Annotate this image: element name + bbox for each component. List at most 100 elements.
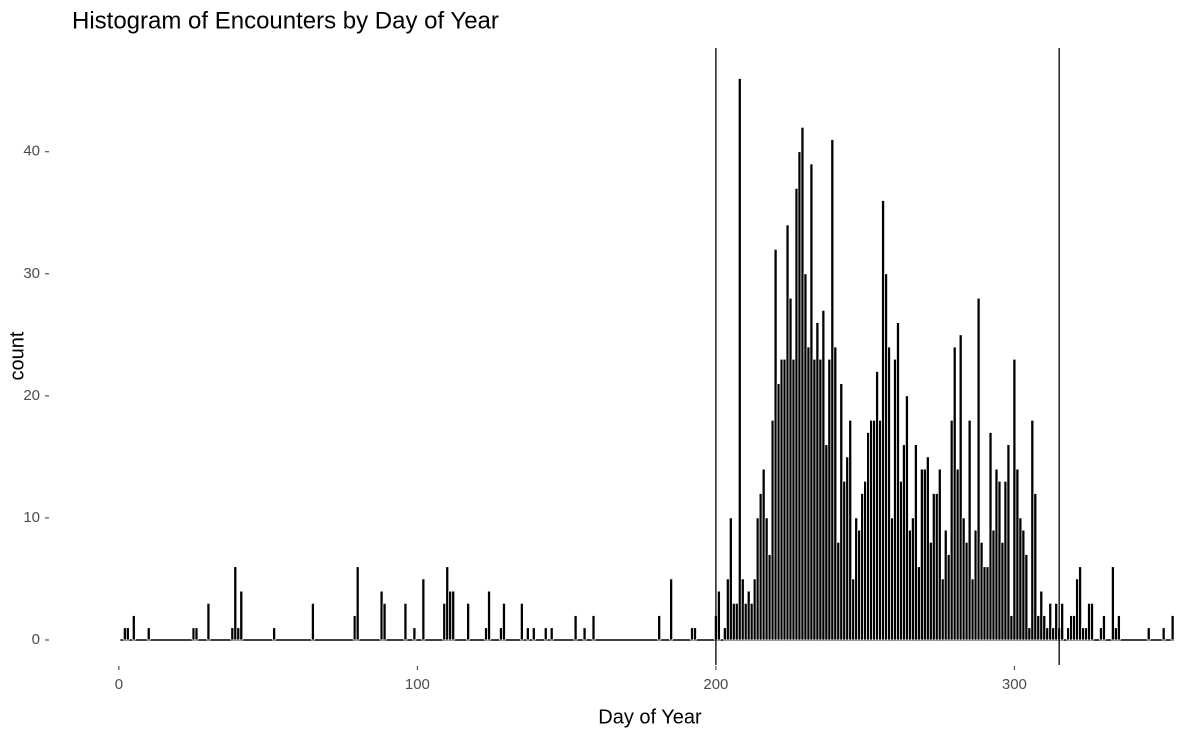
- bar: [206, 603, 211, 641]
- bar: [717, 590, 721, 641]
- bar: [1012, 358, 1017, 641]
- bar: [499, 627, 503, 641]
- y-tick-label: 10: [23, 509, 40, 526]
- bar: [812, 358, 817, 641]
- bar: [818, 358, 823, 641]
- bar: [1015, 468, 1020, 641]
- bar: [487, 590, 491, 641]
- bar: [549, 627, 554, 641]
- bar: [931, 493, 936, 641]
- bar: [839, 383, 844, 641]
- bar: [1033, 493, 1038, 641]
- bar: [531, 627, 536, 641]
- bar: [1066, 627, 1070, 641]
- bar: [884, 273, 888, 641]
- bar: [743, 603, 748, 641]
- bar: [731, 603, 736, 641]
- bar: [1024, 554, 1029, 641]
- bar: [591, 615, 596, 641]
- bar: [740, 578, 745, 641]
- bar: [982, 566, 987, 641]
- bar: [1078, 566, 1082, 641]
- bar: [1027, 627, 1032, 641]
- bar: [788, 297, 793, 641]
- bar: [979, 541, 984, 641]
- bar: [1030, 419, 1035, 641]
- bar: [1146, 627, 1151, 641]
- bar: [952, 346, 957, 641]
- bar: [442, 603, 447, 641]
- bar: [382, 603, 387, 641]
- bar: [573, 615, 578, 641]
- bar: [848, 419, 853, 641]
- bar: [1075, 578, 1079, 641]
- bar: [1006, 444, 1011, 641]
- bar: [866, 432, 870, 641]
- bar: [421, 578, 426, 641]
- bar: [194, 627, 199, 641]
- x-tick-label: 300: [1002, 676, 1027, 693]
- bar: [779, 358, 784, 641]
- bar: [723, 627, 727, 641]
- bar: [1060, 603, 1065, 641]
- bar: [949, 419, 954, 641]
- bar: [1072, 615, 1076, 641]
- bar: [899, 480, 903, 641]
- bar: [466, 603, 470, 641]
- bar: [1054, 603, 1059, 641]
- bar: [908, 529, 912, 641]
- bar: [890, 517, 894, 641]
- bar: [764, 517, 769, 641]
- bar: [994, 468, 999, 641]
- bar: [937, 468, 942, 641]
- bar: [755, 517, 760, 641]
- bar: [239, 590, 244, 641]
- bar: [746, 590, 751, 641]
- bar: [761, 468, 766, 641]
- bar: [827, 358, 832, 641]
- bar: [881, 200, 885, 641]
- bar: [973, 529, 978, 641]
- bar: [1111, 566, 1115, 641]
- bar: [920, 468, 924, 641]
- bar: [502, 603, 506, 641]
- bar: [923, 468, 927, 641]
- bar: [851, 578, 856, 641]
- bar: [734, 603, 739, 641]
- bar: [794, 188, 799, 641]
- bar: [749, 603, 754, 641]
- bar: [770, 419, 775, 641]
- bar: [752, 578, 757, 641]
- bar: [412, 627, 417, 641]
- bar: [1081, 627, 1085, 641]
- bar: [824, 444, 829, 641]
- bar: [525, 627, 530, 641]
- bar: [669, 578, 673, 641]
- bar: [773, 249, 778, 641]
- bar: [311, 603, 315, 641]
- bar: [125, 627, 130, 641]
- bar: [997, 480, 1002, 641]
- bar: [872, 419, 876, 641]
- chart-title: Histogram of Encounters by Day of Year: [72, 7, 499, 34]
- bar: [191, 627, 196, 641]
- bar: [940, 578, 945, 641]
- bar: [869, 419, 873, 641]
- bar: [758, 493, 763, 641]
- bar: [693, 627, 697, 641]
- bar: [776, 383, 781, 641]
- bar: [842, 480, 847, 641]
- y-tick-label: 40: [23, 143, 40, 160]
- bar: [728, 517, 733, 641]
- bar: [860, 493, 865, 641]
- bar: [797, 151, 802, 641]
- bar: [146, 627, 151, 641]
- bar: [967, 419, 972, 641]
- bar: [985, 566, 990, 641]
- bar: [782, 358, 787, 641]
- bar: [976, 297, 981, 641]
- bar: [863, 480, 867, 641]
- bar: [737, 78, 742, 641]
